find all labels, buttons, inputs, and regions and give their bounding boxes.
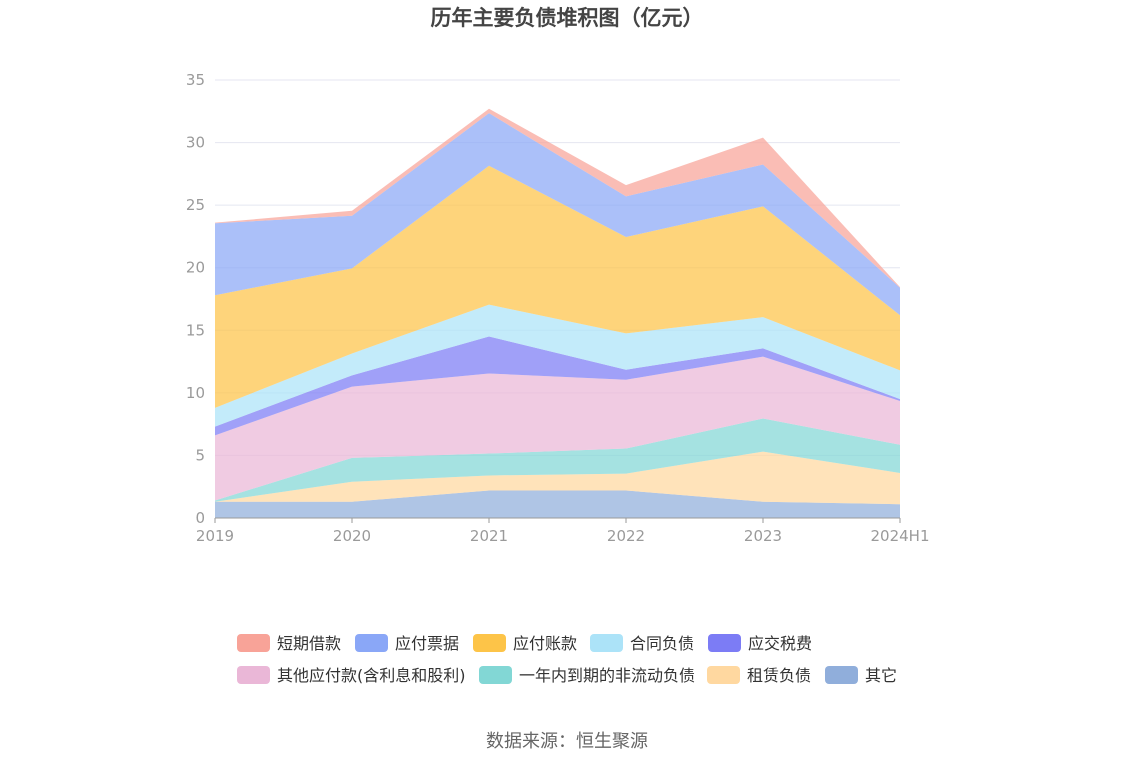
axes: 0 5 10 15 20 25 30 35 2019 2020 2021 2022 2023 2024H1: [186, 71, 930, 545]
legend-swatch: [590, 634, 623, 652]
stacked-area-series-0: [215, 108, 900, 288]
legend-label: 其他应付款(含利息和股利): [277, 666, 466, 685]
x-tick-label: 2023: [744, 527, 782, 545]
legend-label: 应付账款: [513, 634, 577, 653]
legend-label: 一年内到期的非流动负债: [519, 666, 695, 685]
y-tick-label: 30: [186, 134, 205, 152]
legend-swatch: [825, 666, 858, 684]
legend-swatch: [479, 666, 512, 684]
legend-item[interactable]: 合同负债: [590, 634, 694, 653]
legend-label: 应付票据: [395, 634, 459, 653]
legend-item[interactable]: 短期借款: [237, 634, 341, 653]
legend-label: 短期借款: [277, 634, 341, 653]
x-tick-label: 2019: [196, 527, 234, 545]
y-tick-label: 20: [186, 259, 205, 277]
y-tick-label: 0: [195, 509, 205, 527]
legend-item[interactable]: 一年内到期的非流动负债: [479, 666, 695, 685]
y-tick-label: 10: [186, 384, 205, 402]
y-tick-label: 15: [186, 321, 205, 339]
legend-label: 合同负债: [630, 634, 694, 653]
x-tick-label: 2021: [470, 527, 508, 545]
legend-label: 应交税费: [748, 634, 812, 653]
legend-swatch: [237, 634, 270, 652]
stacked-area-series-7: [215, 451, 900, 505]
y-tick-label: 5: [195, 446, 205, 464]
legend-swatch: [237, 666, 270, 684]
legend-swatch: [355, 634, 388, 652]
stacked-area-series-4: [215, 336, 900, 436]
stacked-area-series-6: [215, 418, 900, 502]
x-tick-label: 2024H1: [871, 527, 930, 545]
x-tick-label: 2020: [333, 527, 371, 545]
legend-item[interactable]: 应付票据: [355, 634, 459, 653]
legend-swatch: [707, 666, 740, 684]
y-tick-label: 35: [186, 71, 205, 89]
legend-label: 租赁负债: [747, 666, 811, 685]
y-tick-label: 25: [186, 196, 205, 214]
stacked-area-series-2: [215, 165, 900, 408]
legend-item[interactable]: 应交税费: [708, 634, 812, 653]
legend-swatch: [708, 634, 741, 652]
data-source: 数据来源：恒生聚源: [486, 731, 648, 752]
x-tick-label: 2022: [607, 527, 645, 545]
stacked-area-series-8: [215, 490, 900, 518]
stacked-area-series-5: [215, 356, 900, 501]
legend-label: 其它: [865, 666, 897, 685]
legend-item[interactable]: 其它: [825, 666, 897, 685]
legend-item[interactable]: 租赁负债: [707, 666, 811, 685]
legend-item[interactable]: 应付账款: [473, 634, 577, 653]
series-areas: [215, 108, 900, 518]
legend-item[interactable]: 其他应付款(含利息和股利): [237, 666, 466, 685]
chart-title: 历年主要负债堆积图（亿元）: [431, 6, 704, 30]
stacked-area-series-3: [215, 304, 900, 427]
legend-swatch: [473, 634, 506, 652]
